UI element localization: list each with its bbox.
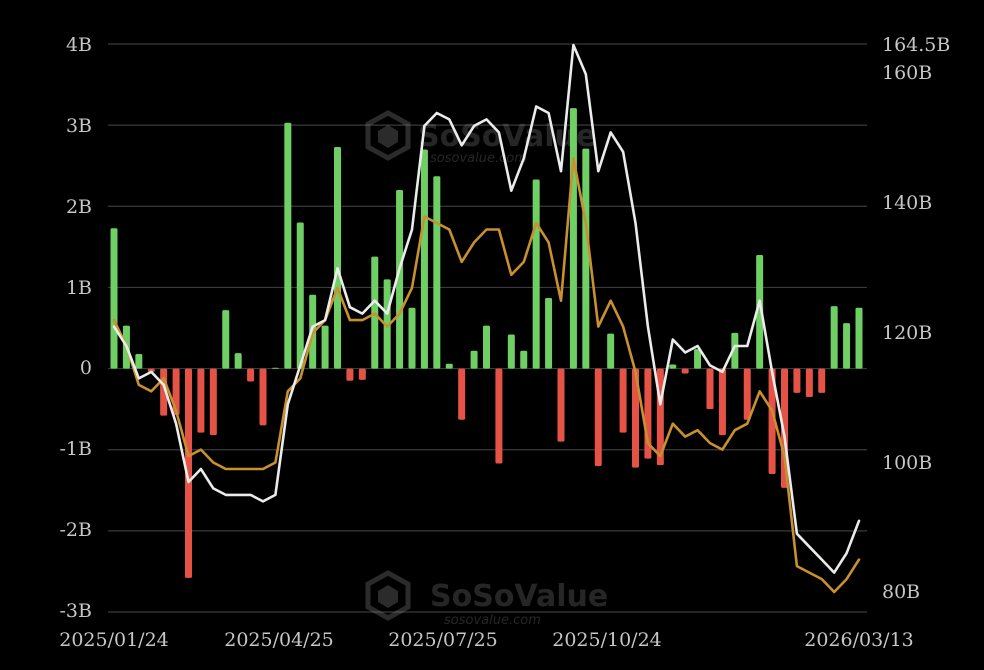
flow-bar [545,297,553,369]
flow-bar [632,368,639,468]
left-tick: 3B [66,115,92,137]
flow-bar [520,350,528,369]
flow-bar [185,368,192,578]
flow-bar [619,368,627,433]
right-tick: 120B [882,322,932,344]
flow-bar [793,368,801,393]
watermark-brand: SoSoValue [418,119,596,154]
left-axis: 4B 3B 2B 1B 0 -1B -2B -3B [60,34,92,622]
flow-bar [284,122,292,369]
x-tick: 2025/10/24 [552,629,662,651]
flow-bar [358,368,366,380]
right-tick: 164.5B [882,34,950,56]
flow-bar [743,368,751,420]
watermark-url: sosovalue.com [430,151,527,166]
flow-bar [731,332,739,369]
x-tick: 2026/03/13 [804,629,914,651]
left-tick: 1B [66,277,92,299]
flow-bar [818,368,826,393]
flow-bar [222,310,230,369]
flow-bar [557,368,565,442]
right-tick: 160B [882,62,932,84]
right-tick: 80B [882,581,920,603]
sosovalue-logo-icon [365,110,411,161]
flow-bar [433,176,441,369]
flow-bar [321,325,329,369]
right-tick: 100B [882,452,932,474]
value-lines [112,43,861,594]
flow-bar [669,364,677,369]
flow-bar [346,368,354,381]
left-tick: 2B [66,196,92,218]
sosovalue-logo-icon [365,570,411,621]
watermark-brand: SoSoValue [430,579,608,614]
flow-bar [495,368,503,464]
flow-bar [334,147,341,369]
left-tick: -1B [60,438,92,460]
left-tick: 0 [80,357,92,379]
flow-bar [694,349,702,369]
watermark-bottom: SoSoValue sosovalue.com [365,570,608,628]
x-axis: 2025/01/24 2025/04/25 2025/07/25 2025/10… [59,629,914,651]
flow-bar [594,368,602,466]
flow-bar [470,350,478,369]
left-tick: -3B [60,600,92,622]
flow-bar [396,190,404,369]
flow-bar [135,353,143,369]
gridlines [108,43,867,613]
flow-bar [768,368,776,475]
x-tick: 2025/04/25 [224,629,334,651]
flow-bar [197,368,205,433]
flow-bar [420,149,428,369]
flow-bar [756,254,764,369]
flow-bar [383,279,391,369]
x-tick: 2025/01/24 [59,629,169,651]
gold-line [112,157,861,594]
flow-bar [408,307,416,369]
flow-bar [843,323,851,369]
flow-bar [507,334,515,369]
right-tick: 140B [882,192,932,214]
flow-bars [110,108,863,578]
flow-bar [718,368,726,436]
left-tick: -2B [60,519,92,541]
flow-bar [110,228,118,369]
flow-bar [681,368,689,374]
flow-bar [458,368,466,420]
flow-bar [271,367,279,369]
flow-bar [247,368,255,382]
flow-bar [483,325,490,369]
flow-bar [259,368,267,426]
flow-bar [569,108,577,369]
white-line [112,43,861,574]
watermark-url: sosovalue.com [444,613,541,628]
flow-bar [805,368,813,397]
flow-bar [296,222,304,369]
flow-bar [830,306,838,369]
right-axis: 164.5B 160B 140B 120B 100B 80B [882,34,950,603]
left-tick: 4B [66,34,92,56]
flow-bar [209,368,217,436]
flow-bar [607,333,615,369]
flow-bar [147,368,155,372]
x-tick: 2025/07/25 [388,629,498,651]
flow-bar [532,179,540,369]
flow-bar [706,368,714,410]
flow-bar [445,363,453,369]
flow-bar [855,307,863,369]
flow-bar [234,353,242,369]
flow-bar [582,148,590,369]
